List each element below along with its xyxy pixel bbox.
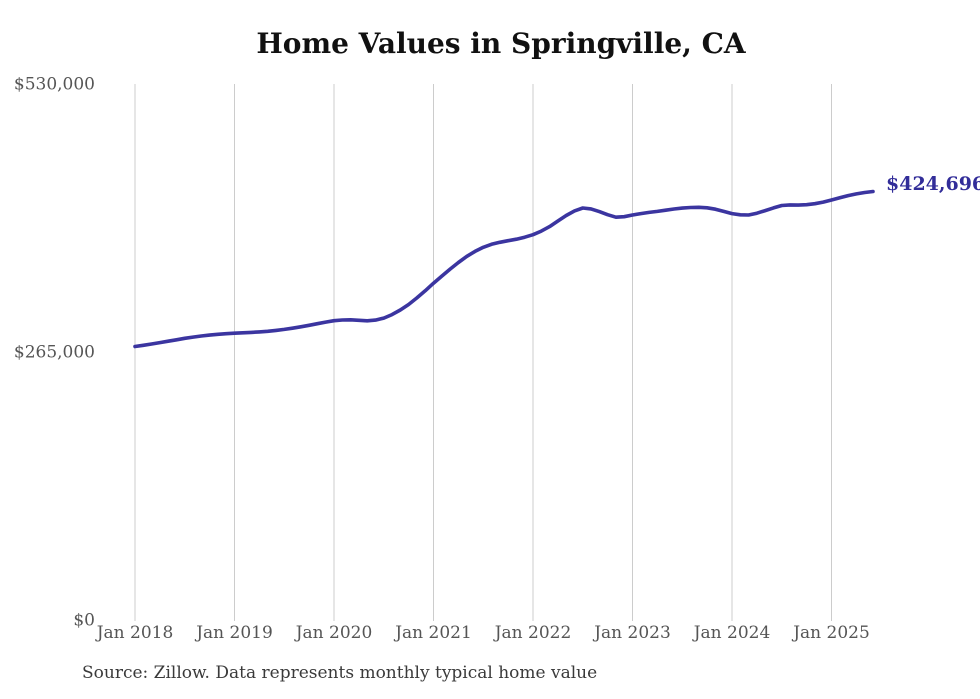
home-value-line [133,189,875,349]
y-axis-tick-label-265000: $265,000 [13,342,95,363]
x-axis-tick-label: Jan 2018 [96,623,174,643]
x-axis-tick-label: Jan 2021 [395,623,472,643]
x-axis-tick-label: Jan 2025 [793,623,870,643]
x-axis-tick-label: Jan 2022 [494,623,572,643]
y-axis-tick-label-0: $0 [73,610,95,631]
gridlines [134,84,832,621]
x-axis-tick-label: Jan 2020 [295,623,373,643]
x-axis-tick-label: Jan 2023 [594,623,671,643]
x-axis-tick-label: Jan 2019 [196,623,273,643]
chart-title: Home Values in Springville, CA [256,27,746,60]
latest-value-label: $424,696 [886,173,980,195]
y-axis-tick-label-530000: $530,000 [13,74,95,95]
source-note: Source: Zillow. Data represents monthly … [82,663,598,683]
x-axis-tick-label: Jan 2024 [693,623,771,643]
